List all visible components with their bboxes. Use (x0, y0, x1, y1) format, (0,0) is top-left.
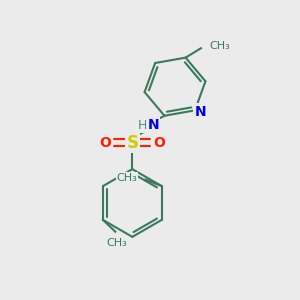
Text: O: O (153, 136, 165, 150)
Text: CH₃: CH₃ (106, 238, 127, 248)
Text: S: S (126, 134, 138, 152)
Text: O: O (100, 136, 112, 150)
Text: H: H (138, 119, 147, 132)
Text: CH₃: CH₃ (116, 173, 137, 183)
Text: N: N (194, 105, 206, 118)
Text: N: N (148, 118, 159, 132)
Text: CH₃: CH₃ (209, 41, 230, 52)
